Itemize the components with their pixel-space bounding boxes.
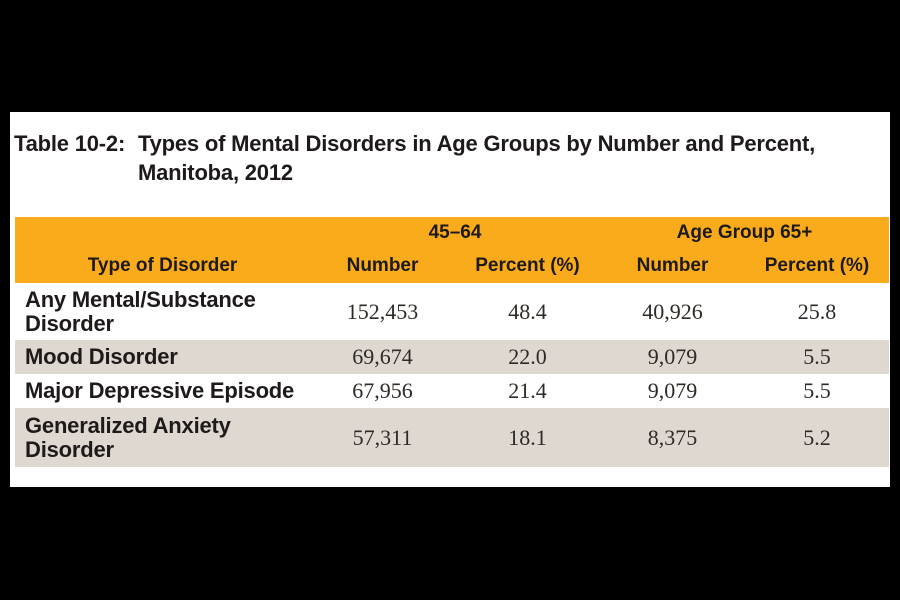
col-header-percent-45-64: Percent (%) [475,255,580,276]
cell-percent-45-64: 21.4 [508,378,547,403]
col-header-number-45-64: Number [346,255,419,276]
table-title-prefix: Table 10-2: [14,131,126,156]
col-header-number-65plus: Number [636,255,709,276]
col-group-65plus: Age Group 65+ [676,222,813,243]
table-row: Any Mental/Substance Disorder 152,453 48… [15,283,889,340]
row-label: Generalized Anxiety Disorder [25,412,231,462]
report-page: Table 10-2: Types of Mental Disorders in… [10,112,890,487]
cell-percent-45-64: 18.1 [508,424,547,450]
table-title-body: Types of Mental Disorders in Age Groups … [138,129,815,187]
cell-number-45-64: 69,674 [352,344,413,369]
col-group-45-64: 45–64 [428,222,482,243]
table-title-line1: Types of Mental Disorders in Age Groups … [138,131,816,156]
row-label: Any Mental/Substance Disorder [25,286,256,336]
cell-number-45-64: 152,453 [346,298,419,324]
cell-percent-45-64: 48.4 [508,298,547,324]
table-row: Major Depressive Episode 67,956 21.4 9,0… [15,374,889,408]
col-header-percent-65plus: Percent (%) [764,255,870,276]
table-header: 45–64 Age Group 65+ Type of Disorder Num… [15,217,889,283]
cell-number-65plus: 40,926 [642,298,703,324]
cell-percent-65plus: 5.2 [803,424,831,450]
data-table: 45–64 Age Group 65+ Type of Disorder Num… [15,217,889,467]
table-row: Generalized Anxiety Disorder 57,311 18.1… [15,408,889,467]
cell-number-45-64: 57,311 [352,424,413,450]
col-header-type-of-disorder: Type of Disorder [87,255,238,276]
row-label: Mood Disorder [25,344,178,369]
cell-number-65plus: 9,079 [647,378,698,403]
cell-percent-65plus: 5.5 [803,378,831,403]
cell-number-45-64: 67,956 [352,378,413,403]
table-row: Mood Disorder 69,674 22.0 9,079 5.5 [15,340,889,374]
cell-number-65plus: 8,375 [647,424,698,450]
cell-percent-45-64: 22.0 [508,344,547,369]
cell-percent-65plus: 5.5 [803,344,831,369]
table-title-line2: Manitoba, 2012 [138,160,293,185]
table-title: Table 10-2: Types of Mental Disorders in… [14,129,815,187]
cell-number-65plus: 9,079 [647,344,698,369]
cell-percent-65plus: 25.8 [797,298,837,324]
row-label: Major Depressive Episode [25,378,295,403]
